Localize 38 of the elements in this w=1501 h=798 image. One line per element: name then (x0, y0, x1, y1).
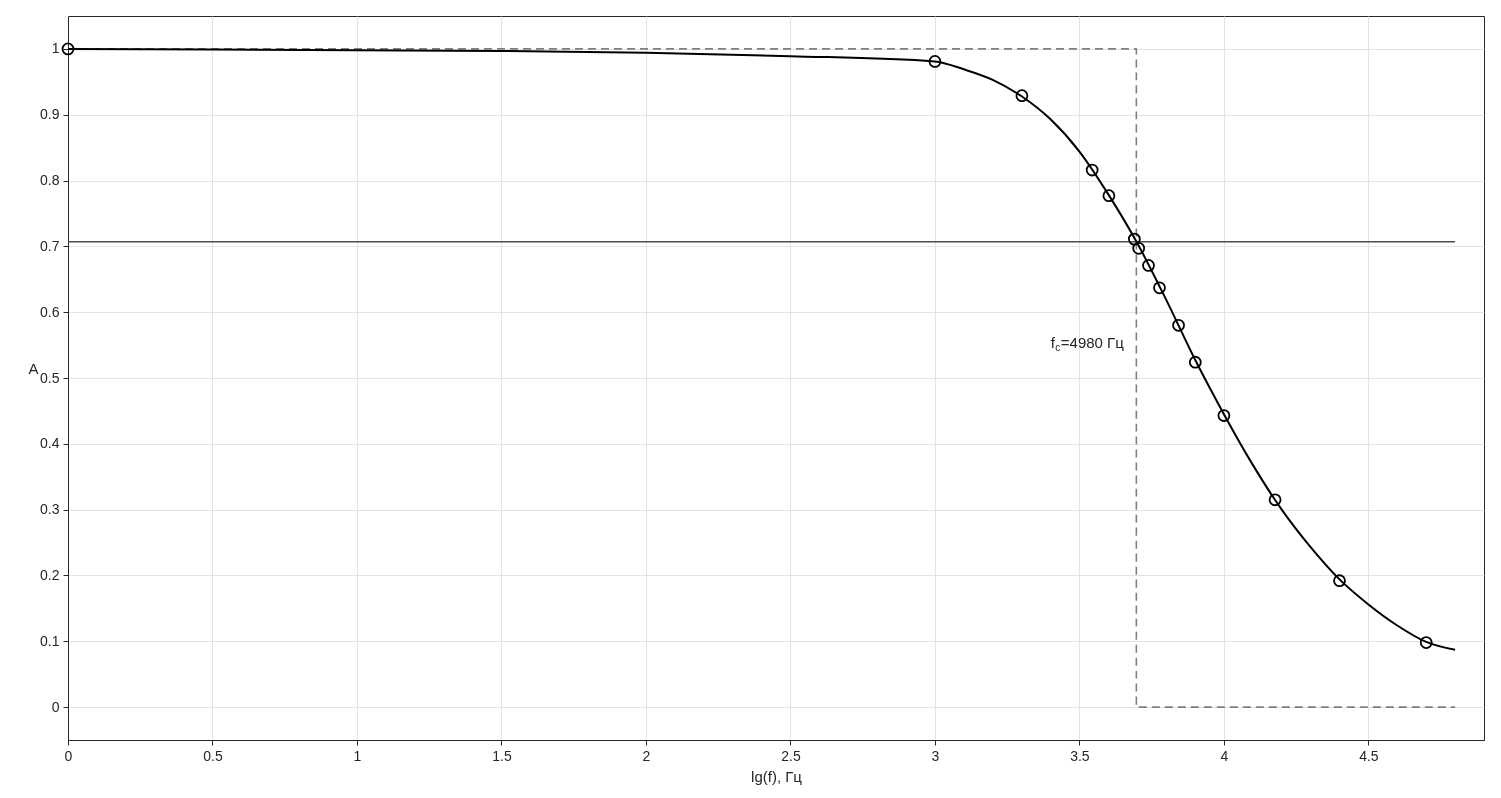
y-tick-label: 0.9 (40, 106, 60, 123)
x-axis-title: lg(f), Гц (751, 767, 803, 785)
point (1085, 163, 1099, 177)
point (1015, 89, 1029, 103)
point (1172, 318, 1185, 332)
y-tick-label: 1 (51, 40, 60, 57)
y-tick-label: 0.2 (40, 566, 60, 583)
x-tick-label: 3 (931, 747, 940, 764)
y-tick-label: 0.8 (40, 172, 60, 189)
point (1132, 241, 1146, 255)
point (1188, 355, 1202, 369)
point (1127, 232, 1141, 246)
y-tick-label: 0.3 (40, 501, 60, 518)
point (1102, 189, 1116, 203)
y-tick-label: 0.7 (40, 237, 60, 254)
point (1333, 574, 1346, 588)
point (61, 42, 75, 56)
x-tick-label: 1.5 (492, 747, 512, 764)
y-tick-label: 0.4 (40, 435, 60, 452)
y-tick-label: 0.6 (40, 303, 60, 320)
x-tick-label: 3.5 (1070, 747, 1090, 764)
x-tick-label: 1 (353, 747, 362, 764)
point (928, 55, 942, 68)
point (1142, 259, 1155, 272)
y-axis-title: A (28, 359, 39, 377)
y-tick-label: 0.1 (40, 632, 60, 649)
x-tick-label: 0 (64, 747, 73, 764)
x-tick-label: 0.5 (203, 747, 223, 764)
point (1268, 493, 1282, 507)
point (1153, 281, 1166, 295)
x-tick-label: 4.5 (1359, 747, 1379, 764)
x-tick-label: 4 (1220, 747, 1229, 764)
point (1419, 636, 1433, 649)
point (1217, 409, 1231, 422)
x-tick-label: 2 (642, 747, 651, 764)
y-tick-label: 0 (51, 698, 60, 715)
y-tick-label: 0.5 (40, 369, 60, 386)
x-tick-label: 2.5 (781, 747, 801, 764)
